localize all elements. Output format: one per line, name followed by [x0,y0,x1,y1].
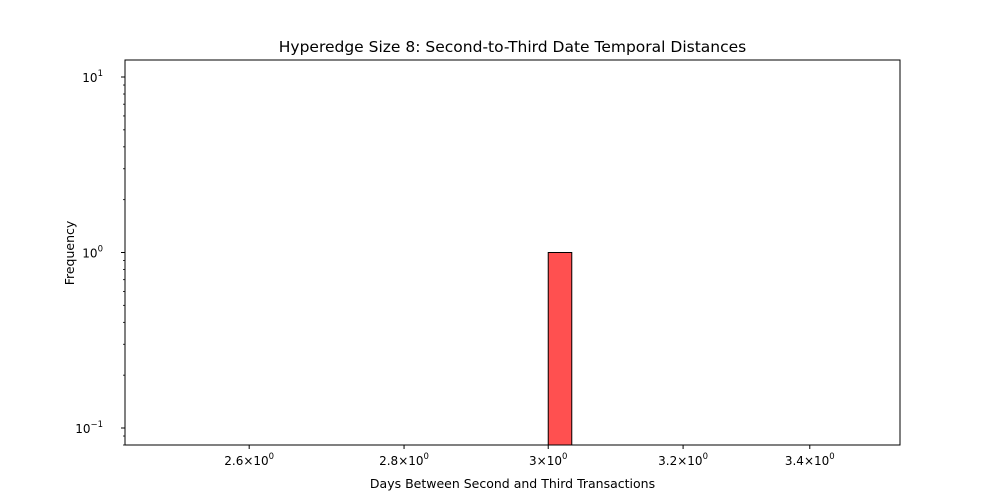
x-tick-label: 3.2×100 [658,452,708,468]
y-tick-label: 100 [82,245,103,261]
y-tick-label: 10−1 [75,420,103,436]
x-tick-label: 3×100 [529,452,567,468]
x-tick-label: 3.4×100 [785,452,835,468]
y-axis-ticks: 10−1 100 101 [75,69,125,446]
histogram-bar-0 [547,252,573,446]
chart-title: Hyperedge Size 8: Second-to-Third Date T… [279,38,747,56]
bars-group [547,252,573,446]
x-axis-ticks: 2.6×100 2.8×100 3×100 3.2×100 3.4×100 [224,445,835,468]
y-tick-label: 101 [82,69,103,85]
x-tick-label: 2.6×100 [224,452,274,468]
y-axis-label: Frequency [62,220,77,285]
x-tick-label: 2.8×100 [379,452,429,468]
x-axis-label: Days Between Second and Third Transactio… [370,476,655,491]
plot-area-frame [124,59,901,446]
